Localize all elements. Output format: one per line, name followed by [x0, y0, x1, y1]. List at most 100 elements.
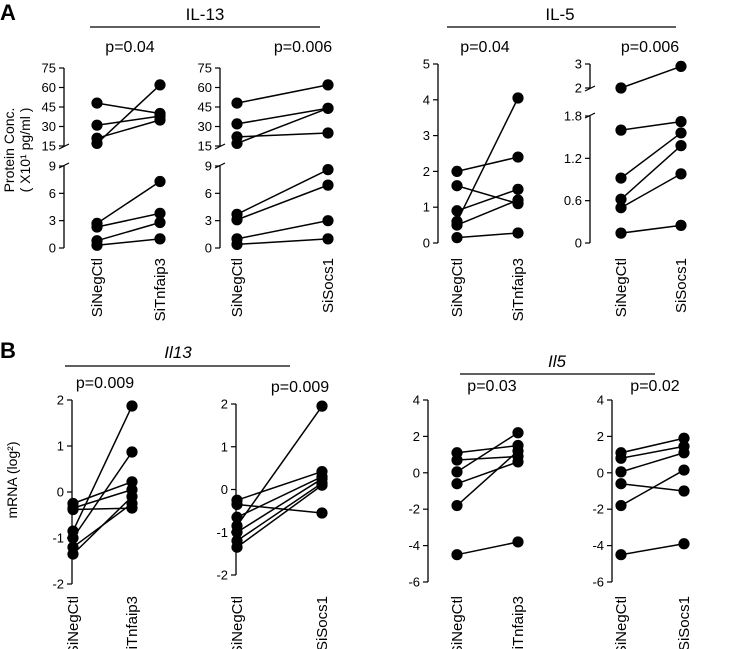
y-tick-label: 1: [423, 200, 430, 215]
data-point-donor1-ctl: [615, 82, 627, 94]
series-line-donor5: [236, 168, 329, 215]
data-point-donor5-treat: [678, 464, 690, 476]
data-point-donor6-ctl: [231, 214, 243, 226]
axis-break-mark: [58, 162, 70, 169]
x-category-label: SiNegCtl: [449, 258, 466, 317]
data-point-donor5-treat: [512, 194, 524, 206]
series-line-donor1: [96, 102, 161, 115]
data-point-donor6-treat: [678, 538, 690, 550]
series-line-donor3: [456, 188, 519, 212]
x-category-label: SiNegCtl: [229, 258, 246, 317]
data-point-donor4-treat: [678, 485, 690, 497]
data-point-donor2-ctl: [615, 452, 627, 464]
data-point-donor1-ctl: [91, 97, 103, 109]
y-tick-label: 9: [205, 159, 212, 174]
y-tick-label: 5: [423, 57, 430, 72]
data-point-donor5-treat: [154, 175, 166, 188]
chart-a1: 0 3 6 9 15 30 45 60 75 p=0.04 SiNegCtl SiTnfaip3: [42, 39, 169, 321]
data-point-donor2-ctl: [451, 180, 463, 192]
x-category-label: SiSocs1: [320, 258, 337, 313]
series-line-donor4: [96, 84, 161, 144]
y-tick-label: 3: [575, 57, 582, 72]
chart-b3: -6 -4 -2 0 2 4 p=0.03 SiNegCtl SiTnfaip3: [408, 378, 527, 649]
data-point-donor3-treat: [678, 447, 690, 459]
data-point-donor8-ctl: [231, 238, 243, 250]
data-point-donor8-treat: [154, 233, 166, 245]
data-point-donor6-ctl: [91, 221, 103, 233]
group-label-il5-protein: IL-5: [545, 5, 574, 24]
data-point-donor3-treat: [512, 427, 524, 439]
series-line-donor1: [72, 481, 133, 505]
data-point-donor7-ctl: [231, 541, 243, 553]
y-tick-label: 0: [413, 465, 420, 480]
p-value-label: p=0.009: [271, 379, 329, 396]
y-tick-label: 1.2: [564, 151, 582, 166]
y-tick-label: 15: [42, 139, 56, 154]
data-point-donor3-treat: [322, 127, 334, 139]
data-point-donor7-treat: [126, 491, 138, 503]
panel-letter-b: B: [0, 338, 16, 363]
data-point-donor7-treat: [154, 216, 166, 229]
data-point-donor1-treat: [678, 432, 690, 444]
y-tick-label: -4: [592, 538, 604, 553]
series-line-donor4: [620, 145, 682, 200]
data-point-donor7-treat: [322, 215, 334, 227]
data-point-donor6-ctl: [451, 232, 463, 244]
x-category-label: SiTnfaip3: [510, 258, 527, 321]
data-point-donor5-treat: [512, 445, 524, 457]
series-line-donor3: [620, 132, 682, 179]
data-point-donor6-ctl: [451, 549, 463, 561]
y-tick-label: 45: [198, 100, 212, 115]
series-line-donor2: [456, 455, 519, 461]
data-point-donor8-ctl: [91, 239, 103, 251]
series-line-donor1: [620, 65, 682, 89]
data-point-donor3-ctl: [451, 205, 463, 217]
y-tick-label: 0: [597, 465, 604, 480]
y-tick-label: -2: [592, 502, 604, 517]
y-tick-label: -1: [52, 531, 64, 546]
x-category-label: SiNegCtl: [89, 258, 106, 317]
x-category-label: SiNegCtl: [229, 596, 246, 649]
data-point-donor2-treat: [316, 507, 328, 519]
data-point-donor4-treat: [512, 456, 524, 468]
data-point-donor3-ctl: [615, 466, 627, 478]
y-tick-label: 30: [198, 119, 212, 134]
data-point-donor7-ctl: [67, 548, 79, 560]
data-point-donor3-treat: [675, 127, 687, 139]
data-point-donor7-treat: [316, 479, 328, 491]
data-point-donor4-ctl: [615, 193, 627, 205]
data-point-donor1-ctl: [231, 97, 243, 109]
data-point-donor4-treat: [154, 79, 166, 91]
y-tick-label: -2: [52, 577, 64, 592]
data-point-donor5-ctl: [231, 526, 243, 538]
series-line-donor7: [236, 484, 323, 548]
series-line-donor5: [456, 450, 519, 507]
data-point-donor4-ctl: [231, 137, 243, 149]
chart-b1: -2 -1 0 1 2 p=0.009 SiNegCtl SiTnfaip3: [52, 375, 141, 649]
series-line-donor6: [456, 541, 519, 556]
data-point-donor5-ctl: [451, 219, 463, 231]
y-tick-label: 6: [49, 186, 56, 201]
data-point-donor4-treat: [675, 140, 687, 152]
y-tick-label: 1.8: [564, 109, 582, 124]
series-line-donor5: [96, 180, 161, 225]
y-tick-label: -2: [408, 502, 420, 517]
data-point-donor3-ctl: [615, 172, 627, 184]
data-point-donor8-treat: [322, 233, 334, 245]
data-point-donor2-ctl: [231, 498, 243, 511]
series-line-donor7: [96, 221, 161, 242]
series-line-donor6: [456, 232, 519, 239]
y-tick-label: 45: [42, 100, 56, 115]
series-line-donor1: [236, 470, 323, 501]
group-label-il13-mrna: Il13: [164, 343, 192, 362]
data-point-donor4-ctl: [451, 478, 463, 490]
data-point-donor2-ctl: [451, 454, 463, 466]
data-point-donor2-ctl: [615, 124, 627, 136]
data-point-donor5-ctl: [67, 532, 79, 544]
data-point-donor4-treat: [512, 92, 524, 104]
series-line-donor5: [456, 199, 519, 226]
chart-a4: 0 0.6 1.2 1.8 2 3 p=0.006 SiNegCtl SiSocs1: [564, 39, 690, 317]
x-category-label: SiSocs1: [314, 596, 331, 649]
y-axis-title-protein-line1: Protein Conc.: [1, 108, 17, 193]
